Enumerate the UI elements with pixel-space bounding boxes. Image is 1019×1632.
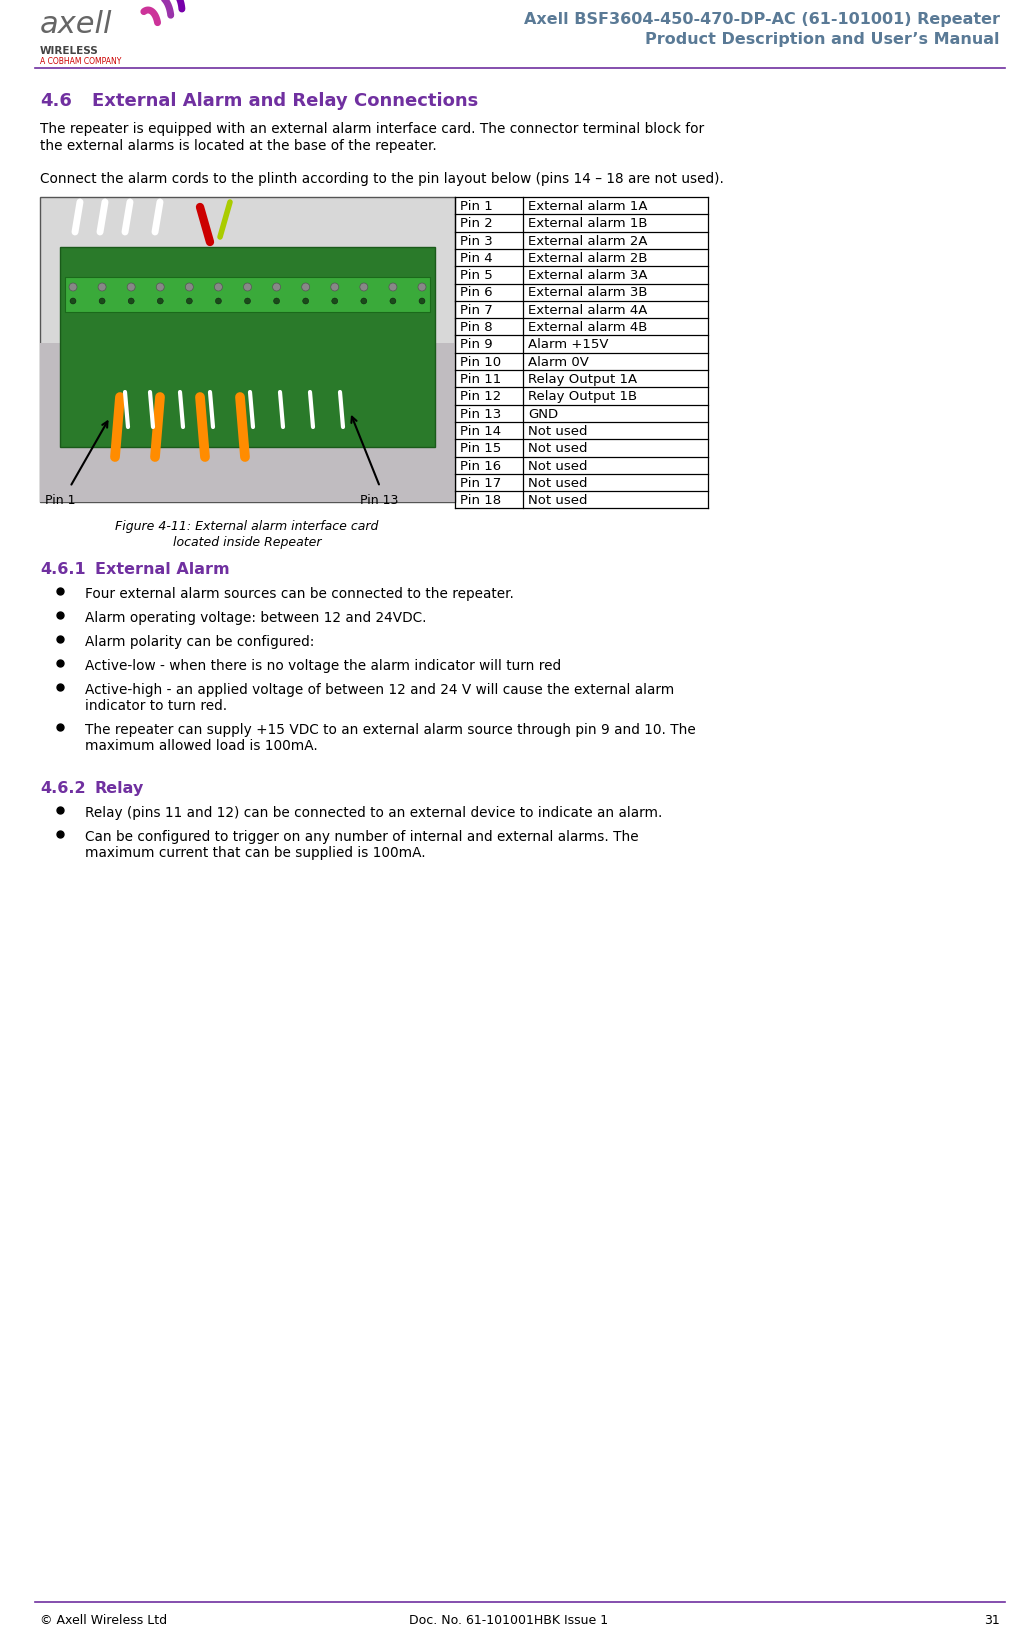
Text: Pin 6: Pin 6 (460, 287, 492, 300)
Text: Pin 10: Pin 10 (460, 356, 501, 369)
Text: The repeater is equipped with an external alarm interface card. The connector te: The repeater is equipped with an externa… (40, 122, 704, 135)
Text: located inside Repeater: located inside Repeater (173, 535, 321, 548)
Text: WIRELESS: WIRELESS (40, 46, 99, 55)
Text: Pin 18: Pin 18 (460, 494, 501, 508)
Circle shape (214, 282, 222, 290)
Text: External alarm 2B: External alarm 2B (528, 251, 647, 264)
Circle shape (273, 299, 279, 304)
Circle shape (361, 299, 367, 304)
Text: The repeater can supply +15 VDC to an external alarm source through pin 9 and 10: The repeater can supply +15 VDC to an ex… (85, 723, 696, 738)
Text: Pin 1: Pin 1 (460, 201, 493, 214)
Circle shape (302, 282, 310, 290)
Text: External alarm 1A: External alarm 1A (528, 201, 647, 214)
Text: maximum allowed load is 100mA.: maximum allowed load is 100mA. (85, 739, 318, 752)
Text: Not used: Not used (528, 460, 588, 473)
Text: Relay Output 1A: Relay Output 1A (528, 374, 637, 387)
Text: Not used: Not used (528, 494, 588, 508)
Text: Pin 5: Pin 5 (460, 269, 493, 282)
Bar (60, 246, 435, 447)
Text: Alarm +15V: Alarm +15V (528, 338, 608, 351)
Text: Pin 4: Pin 4 (460, 251, 492, 264)
Text: Not used: Not used (528, 442, 588, 455)
Bar (65, 277, 430, 312)
Text: External alarm 4B: External alarm 4B (528, 322, 647, 335)
Text: Can be configured to trigger on any number of internal and external alarms. The: Can be configured to trigger on any numb… (85, 831, 639, 844)
Circle shape (185, 282, 194, 290)
Text: External alarm 3A: External alarm 3A (528, 269, 647, 282)
Circle shape (128, 299, 135, 304)
Circle shape (390, 299, 396, 304)
Text: Not used: Not used (528, 424, 588, 437)
Text: Axell BSF3604-450-470-DP-AC (61-101001) Repeater: Axell BSF3604-450-470-DP-AC (61-101001) … (524, 11, 1000, 28)
Text: Pin 2: Pin 2 (460, 217, 493, 230)
Text: Active-low - when there is no voltage the alarm indicator will turn red: Active-low - when there is no voltage th… (85, 659, 561, 672)
Text: External Alarm and Relay Connections: External Alarm and Relay Connections (92, 91, 478, 109)
Text: Alarm 0V: Alarm 0V (528, 356, 589, 369)
Text: Alarm operating voltage: between 12 and 24VDC.: Alarm operating voltage: between 12 and … (85, 610, 427, 625)
Circle shape (331, 282, 338, 290)
Circle shape (186, 299, 193, 304)
Circle shape (127, 282, 136, 290)
Circle shape (157, 299, 163, 304)
Text: maximum current that can be supplied is 100mA.: maximum current that can be supplied is … (85, 845, 426, 860)
Circle shape (245, 299, 251, 304)
Circle shape (303, 299, 309, 304)
Text: Pin 8: Pin 8 (460, 322, 492, 335)
Circle shape (389, 282, 397, 290)
Text: External alarm 4A: External alarm 4A (528, 304, 647, 317)
Text: © Axell Wireless Ltd: © Axell Wireless Ltd (40, 1614, 167, 1627)
Text: indicator to turn red.: indicator to turn red. (85, 698, 227, 713)
Circle shape (70, 299, 76, 304)
Circle shape (360, 282, 368, 290)
Text: Pin 9: Pin 9 (460, 338, 492, 351)
Text: Product Description and User’s Manual: Product Description and User’s Manual (645, 33, 1000, 47)
Text: Relay (pins 11 and 12) can be connected to an external device to indicate an ala: Relay (pins 11 and 12) can be connected … (85, 806, 662, 819)
Text: Alarm polarity can be configured:: Alarm polarity can be configured: (85, 635, 315, 650)
Circle shape (156, 282, 164, 290)
Text: 31: 31 (984, 1614, 1000, 1627)
Text: Pin 3: Pin 3 (460, 235, 493, 248)
Text: Pin 17: Pin 17 (460, 477, 501, 490)
Circle shape (273, 282, 280, 290)
Text: Pin 13: Pin 13 (460, 408, 501, 421)
Text: 4.6: 4.6 (40, 91, 72, 109)
Circle shape (69, 282, 77, 290)
Bar (40, 343, 455, 503)
Text: Pin 13: Pin 13 (360, 494, 398, 508)
Text: the external alarms is located at the base of the repeater.: the external alarms is located at the ba… (40, 139, 437, 153)
Text: GND: GND (528, 408, 558, 421)
Text: Figure 4-11: External alarm interface card: Figure 4-11: External alarm interface ca… (115, 521, 379, 534)
Text: Active-high - an applied voltage of between 12 and 24 V will cause the external : Active-high - an applied voltage of betw… (85, 684, 675, 697)
Text: Pin 16: Pin 16 (460, 460, 501, 473)
Text: Not used: Not used (528, 477, 588, 490)
Circle shape (419, 299, 425, 304)
Circle shape (99, 299, 105, 304)
Text: Doc. No. 61-101001HBK Issue 1: Doc. No. 61-101001HBK Issue 1 (410, 1614, 608, 1627)
Circle shape (332, 299, 337, 304)
Text: 4.6.2: 4.6.2 (40, 782, 86, 796)
Text: External alarm 1B: External alarm 1B (528, 217, 647, 230)
Text: Four external alarm sources can be connected to the repeater.: Four external alarm sources can be conne… (85, 588, 514, 601)
Text: External Alarm: External Alarm (95, 561, 229, 578)
Text: Pin 1: Pin 1 (45, 494, 75, 508)
Text: Connect the alarm cords to the plinth according to the pin layout below (pins 14: Connect the alarm cords to the plinth ac… (40, 171, 723, 186)
Text: Relay: Relay (95, 782, 145, 796)
Text: axell: axell (40, 10, 112, 39)
Bar (40, 197, 455, 503)
Text: 4.6.1: 4.6.1 (40, 561, 86, 578)
Text: External alarm 2A: External alarm 2A (528, 235, 647, 248)
Circle shape (98, 282, 106, 290)
Text: Pin 14: Pin 14 (460, 424, 501, 437)
Text: Relay Output 1B: Relay Output 1B (528, 390, 637, 403)
Text: Pin 12: Pin 12 (460, 390, 501, 403)
Text: Pin 11: Pin 11 (460, 374, 501, 387)
Circle shape (244, 282, 252, 290)
Circle shape (215, 299, 221, 304)
Text: Pin 7: Pin 7 (460, 304, 493, 317)
Text: A COBHAM COMPANY: A COBHAM COMPANY (40, 57, 121, 65)
Text: Pin 15: Pin 15 (460, 442, 501, 455)
Text: External alarm 3B: External alarm 3B (528, 287, 647, 300)
Circle shape (418, 282, 426, 290)
